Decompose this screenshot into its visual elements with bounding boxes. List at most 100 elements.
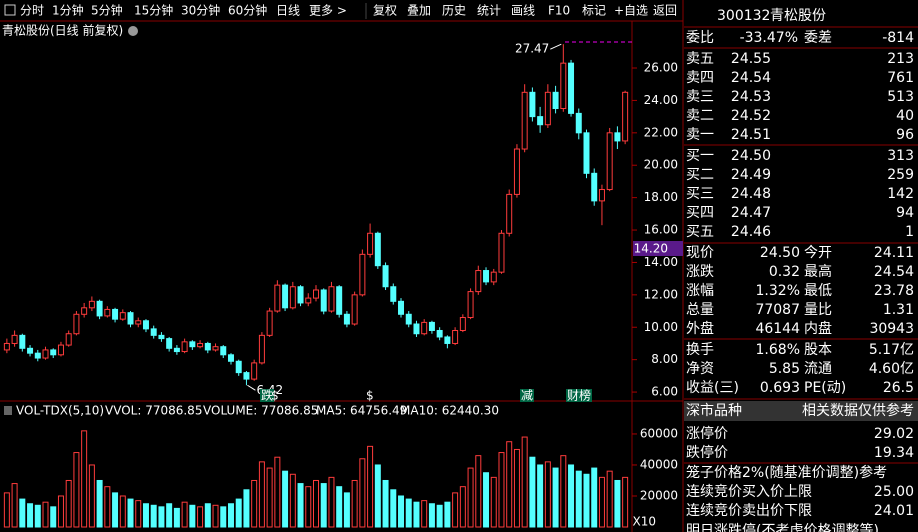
order-volume: 1 — [905, 224, 914, 240]
quote-text: 深市品种 — [686, 402, 742, 419]
volume-bar — [483, 472, 490, 528]
tool-button[interactable]: 返回 — [653, 4, 677, 18]
candle-body — [19, 334, 26, 349]
tool-button[interactable]: 历史 — [442, 4, 466, 18]
candle-body — [142, 320, 149, 330]
volume-header: VOLUME: 77086.85 — [203, 404, 318, 418]
stat-value: 1.68% — [756, 342, 800, 358]
period-tab[interactable]: 更多 > — [309, 4, 347, 18]
quote-text: 相关数据仅供参考 — [802, 402, 914, 419]
low-arrow — [247, 384, 256, 391]
candle-body — [150, 328, 157, 336]
tool-button[interactable]: 复权 — [373, 4, 397, 18]
candle-body — [81, 307, 88, 315]
event-marker[interactable]: $ — [366, 389, 374, 403]
y-tick-label: 22.00 — [644, 125, 678, 139]
volume-bar — [498, 452, 505, 528]
period-tab[interactable]: 15分钟 — [134, 3, 173, 18]
stat-label: 收益(三) — [686, 380, 739, 396]
candle-body — [119, 312, 126, 320]
stat-label: 总量 — [686, 302, 714, 318]
volume-bar — [343, 492, 350, 528]
stat-value: 77087 — [755, 302, 800, 318]
candle-body — [88, 300, 95, 309]
candle-body — [405, 313, 412, 325]
candle-body — [227, 354, 234, 362]
event-marker-bg[interactable] — [260, 389, 274, 402]
menu-icon[interactable] — [4, 4, 16, 16]
volume-bar — [251, 479, 258, 528]
candle-body — [189, 341, 196, 348]
volume-bar — [598, 476, 605, 528]
candle-body — [591, 172, 598, 202]
tool-button[interactable]: F10 — [548, 4, 570, 18]
volume-bar — [367, 445, 374, 528]
y-tick-label: 60000 — [640, 426, 678, 440]
tool-button[interactable]: 统计 — [477, 4, 501, 18]
volume-bar — [398, 495, 405, 528]
volume-bar — [552, 467, 559, 528]
event-marker[interactable]: 财榜 — [567, 388, 591, 403]
event-marker-bg[interactable] — [520, 389, 534, 402]
y-tick-label: 20.00 — [644, 158, 678, 172]
volume-bar — [42, 501, 49, 528]
event-marker[interactable]: $ — [271, 389, 279, 403]
order-price: 24.51 — [731, 127, 771, 143]
candle-body — [197, 342, 204, 348]
volume-bar — [3, 492, 10, 528]
candle-body — [498, 232, 505, 273]
candle-body — [444, 336, 451, 344]
stat-value: 46144 — [755, 321, 800, 337]
candle-body — [181, 341, 188, 353]
y-tick-label: 40000 — [640, 457, 678, 471]
title-dropdown[interactable] — [128, 26, 138, 36]
order-price: 24.55 — [731, 51, 771, 67]
high-label: 27.47 — [515, 42, 549, 56]
stat-value: 1.31 — [883, 302, 914, 318]
tool-button[interactable]: +自选 — [614, 4, 648, 18]
volume-bar — [490, 476, 497, 528]
event-marker[interactable]: 跌 — [261, 388, 273, 403]
order-level: 买一 — [686, 148, 714, 164]
event-marker-bg[interactable] — [566, 389, 592, 402]
candle-body — [367, 232, 374, 255]
period-tab[interactable]: 日线 — [276, 4, 300, 18]
volume-bar — [436, 504, 443, 528]
period-tab[interactable]: 30分钟 — [181, 3, 220, 18]
order-price: 24.54 — [731, 70, 771, 86]
candle-body — [544, 91, 551, 126]
candle-body — [104, 308, 111, 317]
volume-bar — [583, 473, 590, 528]
candle-body — [127, 312, 134, 325]
volume-bar — [413, 501, 420, 528]
stock-name: 青松股份 — [770, 8, 826, 24]
period-tab[interactable]: 5分钟 — [91, 3, 123, 18]
volume-bar — [568, 464, 575, 528]
stock-code: 300132 — [717, 8, 770, 24]
quote-text: 笼子价格2%(随基准价调整)参考 — [686, 464, 887, 481]
order-price: 24.49 — [731, 167, 771, 183]
period-tab[interactable]: 1分钟 — [52, 3, 84, 18]
stat-label: 量比 — [804, 302, 832, 318]
volume-bar — [351, 479, 358, 528]
candle-body — [436, 329, 443, 338]
stat-value: 5.17亿 — [869, 342, 914, 358]
y-tick-label: 16.00 — [644, 223, 678, 237]
candle-body — [313, 289, 319, 299]
period-tab[interactable]: 60分钟 — [228, 3, 267, 18]
stat-label: PE(动) — [804, 380, 846, 396]
stat-value: 30943 — [869, 321, 914, 337]
tool-button[interactable]: 标记 — [582, 4, 606, 18]
volume-bar — [521, 436, 528, 528]
volume-bar — [173, 507, 180, 528]
period-tab[interactable]: 分时 — [20, 4, 44, 18]
volume-bar — [73, 452, 80, 528]
candle-body — [483, 270, 490, 283]
tool-button[interactable]: 画线 — [511, 4, 535, 18]
tool-button[interactable]: 叠加 — [407, 4, 431, 18]
candle-body — [413, 323, 420, 335]
volume-header: MA5: 64756.49 — [316, 404, 407, 418]
candle-body — [421, 321, 428, 335]
candle-body — [73, 313, 80, 335]
event-marker[interactable]: 减 — [521, 389, 533, 403]
